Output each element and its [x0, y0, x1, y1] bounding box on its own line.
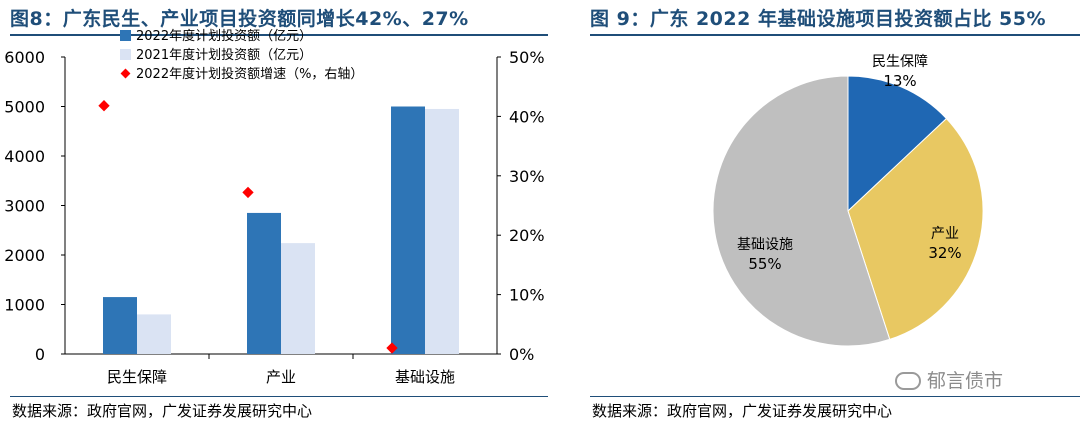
bar-2021: [137, 314, 171, 354]
growth-marker: [242, 186, 254, 199]
pie-slice-label: 产业: [931, 226, 959, 242]
right-y-tick-label: 30%: [509, 167, 545, 186]
watermark: 郁言债市: [895, 366, 1003, 393]
figure-8-panel: 图8：广东民生、产业项目投资额同增长42%、27% 0 1000 2000 3000 4…: [4, 8, 548, 420]
figure-9-panel: 图 9：广东 2022 年基础设施项目投资额占比 55% 民生保障 13% 产业 32…: [580, 0, 1080, 426]
pie-slice: [712, 75, 891, 347]
wechat-icon: [895, 372, 921, 390]
growth-marker: [98, 100, 110, 112]
left-y-tick-label: 2000: [4, 246, 45, 265]
figure-8-title-rule: [10, 34, 548, 36]
legend-swatch: [120, 49, 131, 60]
figure-9-title: 图 9：广东 2022 年基础设施项目投资额占比 55%: [590, 8, 1047, 30]
legend-swatch: [120, 68, 131, 79]
bar-2021: [425, 108, 459, 354]
left-y-tick-label: 0: [35, 345, 45, 364]
right-y-tick-label: 0%: [509, 345, 534, 364]
figure-9-title-rule: [590, 34, 1080, 36]
legend-swatch: [120, 30, 131, 41]
pie-slice: [847, 117, 984, 341]
left-y-tick-label: 3000: [4, 197, 45, 216]
bar-chart: 0 1000 2000 3000 4000 5000 6000 0% 10% 20% 30% 40% 5…: [4, 28, 545, 386]
bar-2021: [281, 243, 315, 354]
left-y-tick-label: 6000: [4, 48, 45, 67]
pie-chart: 民生保障 13% 产业 32% 基础设施 55%: [712, 54, 984, 347]
left-y-tick-label: 5000: [4, 98, 45, 117]
left-y-tick-label: 1000: [4, 296, 45, 315]
figure-8-bottom-rule: [10, 396, 548, 397]
pie-slice-label: 民生保障: [872, 54, 928, 70]
right-y-tick-label: 20%: [509, 226, 545, 245]
bar-2022: [391, 106, 425, 354]
figure-9-source: 数据来源：政府官网，广发证券发展研究中心: [592, 402, 893, 420]
pie-slice-value: 55%: [748, 255, 781, 273]
right-y-tick-label: 50%: [509, 48, 545, 67]
legend-label: 2022年度计划投资额增速（%，右轴）: [136, 66, 363, 82]
pie-slice-label: 基础设施: [737, 236, 793, 253]
x-tick-label: 基础设施: [395, 368, 455, 386]
pie-slice-value: 13%: [883, 72, 916, 90]
bar-2022: [103, 297, 137, 354]
watermark-text: 郁言债市: [927, 370, 1004, 392]
pie-slice: [847, 75, 948, 213]
left-y-tick-label: 4000: [4, 147, 45, 166]
right-y-tick-label: 40%: [509, 107, 545, 126]
figure-8-source: 数据来源：政府官网，广发证券发展研究中心: [12, 402, 313, 420]
legend-label: 2022年度计划投资额（亿元）: [136, 28, 312, 44]
legend-label: 2021年度计划投资额（亿元）: [136, 47, 312, 63]
figure-8-title: 图8：广东民生、产业项目投资额同增长42%、27%: [10, 8, 469, 30]
pie-slice-value: 32%: [928, 244, 961, 262]
right-y-tick-label: 10%: [509, 286, 545, 305]
x-tick-label: 民生保障: [107, 368, 167, 386]
figure-9-bottom-rule: [590, 396, 1080, 397]
bar-2022: [247, 212, 281, 354]
x-tick-label: 产业: [266, 368, 296, 386]
growth-marker: [386, 342, 398, 354]
